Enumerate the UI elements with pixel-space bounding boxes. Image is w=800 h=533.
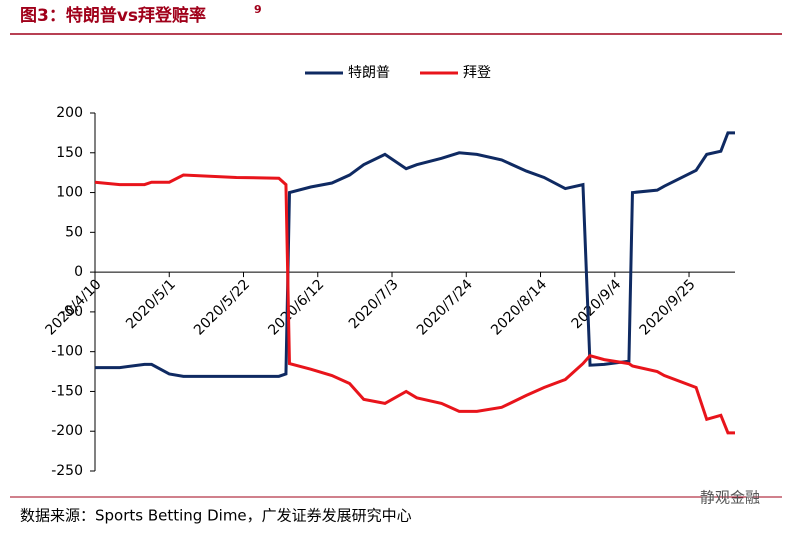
y-tick-label: 100 bbox=[56, 185, 83, 201]
y-tick-label: -250 bbox=[51, 463, 83, 479]
series-line bbox=[94, 173, 735, 435]
x-tick-label: 2020/5/1 bbox=[123, 276, 179, 332]
x-tick-label: 2020/8/14 bbox=[488, 276, 550, 338]
y-tick-label: -200 bbox=[51, 423, 83, 439]
legend-label: 拜登 bbox=[463, 65, 491, 81]
y-tick-label: 150 bbox=[56, 145, 83, 161]
y-tick-label: 50 bbox=[65, 224, 83, 240]
y-tick-label: -100 bbox=[51, 344, 83, 360]
x-tick-label: 2020/9/4 bbox=[569, 276, 625, 332]
x-tick-label: 2020/7/24 bbox=[414, 276, 476, 338]
y-tick-label: 0 bbox=[74, 264, 83, 280]
y-tick-label: -50 bbox=[60, 304, 83, 320]
footnote-mark: 9 bbox=[254, 3, 262, 16]
series-line bbox=[95, 131, 735, 378]
x-tick-label: 2020/9/25 bbox=[637, 276, 699, 338]
x-tick-label: 2020/5/22 bbox=[191, 276, 253, 338]
legend-label: 特朗普 bbox=[348, 65, 390, 81]
x-tick-label: 2020/6/12 bbox=[265, 276, 327, 338]
y-tick-label: -150 bbox=[51, 383, 83, 399]
source-note: 数据来源：Sports Betting Dime，广发证券发展研究中心 bbox=[20, 507, 412, 525]
chart-title: 图3：特朗普vs拜登赔率 bbox=[20, 5, 206, 26]
x-tick-label: 2020/7/3 bbox=[346, 276, 402, 332]
y-tick-label: 200 bbox=[56, 105, 83, 121]
watermark: 静观金融 bbox=[700, 489, 760, 507]
